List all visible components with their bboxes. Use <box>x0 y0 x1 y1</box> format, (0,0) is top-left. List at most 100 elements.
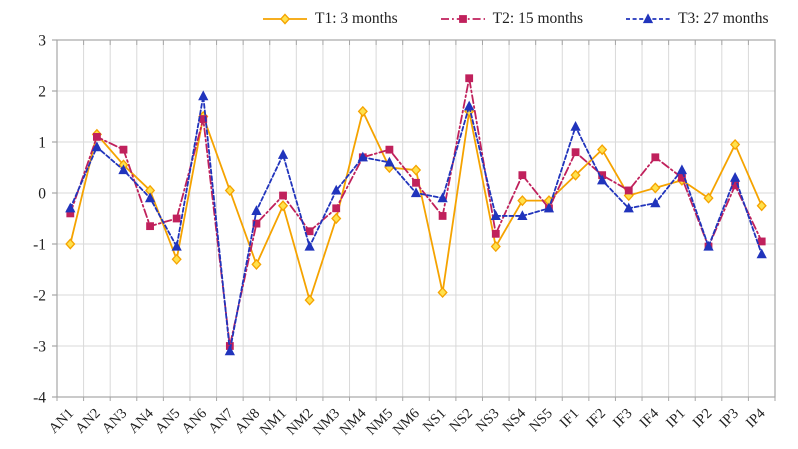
series-2-marker <box>676 164 688 175</box>
x-tick-label: NS1 <box>420 406 450 436</box>
series-1-marker <box>571 148 580 157</box>
series-2-marker <box>464 100 475 111</box>
series-0-marker <box>410 164 422 176</box>
x-tick-label: NM2 <box>283 406 316 439</box>
x-tick-label: IF3 <box>610 406 636 432</box>
series-0 <box>65 105 767 306</box>
series-2-marker <box>384 156 395 167</box>
series-2-marker <box>251 205 262 215</box>
series-1-marker <box>678 173 686 182</box>
y-tick-label: -2 <box>33 288 46 305</box>
series-2-line <box>69 95 763 353</box>
series-2-marker <box>118 164 129 175</box>
x-tick-label: AN3 <box>99 406 130 437</box>
series-2-marker <box>144 192 156 203</box>
series-2-marker <box>198 90 209 101</box>
series-0-marker <box>304 294 315 306</box>
series-2-marker <box>570 121 581 131</box>
legend-marker-sample <box>279 13 291 25</box>
series-2-marker <box>357 151 368 162</box>
x-tick-label: IF4 <box>637 405 663 431</box>
x-tick-label: NS2 <box>446 406 476 436</box>
series-2-marker <box>91 141 103 152</box>
series-1-marker <box>518 171 527 180</box>
series-2-marker <box>410 187 422 198</box>
y-tick-label: 0 <box>38 186 46 203</box>
series-2-marker <box>597 174 608 185</box>
series-1-marker <box>252 219 261 228</box>
y-tick-label: 2 <box>38 84 46 101</box>
series-2-marker <box>224 345 235 356</box>
series-1-marker <box>491 229 500 238</box>
series-2-marker <box>331 184 342 195</box>
series-1-marker <box>465 74 474 83</box>
series-0-marker <box>171 253 182 265</box>
series-0-marker <box>277 200 289 212</box>
series-1-marker <box>332 204 341 213</box>
series-2-marker <box>437 192 448 203</box>
series-2-marker <box>756 248 767 259</box>
series-group <box>65 74 767 356</box>
x-tick-label: AN2 <box>72 406 103 437</box>
series-1-marker <box>305 227 314 236</box>
legend-item-0: T1: 3 months <box>262 10 398 28</box>
series-0-marker <box>65 238 76 250</box>
series-1 <box>66 74 766 350</box>
series-0-marker <box>703 192 714 204</box>
x-tick-label: IP1 <box>663 406 689 432</box>
series-0-marker <box>570 169 581 181</box>
legend-marker-sample <box>642 13 654 24</box>
series-2-marker <box>650 197 661 208</box>
legend: T1: 3 months T2: 15 months T3: 27 months <box>262 10 769 28</box>
legend-label-0: T1: 3 months <box>315 10 398 27</box>
series-0-marker <box>357 105 368 117</box>
series-2-marker <box>490 210 501 221</box>
x-tick-label: IP4 <box>743 405 769 431</box>
y-tick-label: 1 <box>38 135 46 152</box>
x-tick-label: NM1 <box>257 406 290 439</box>
y-tick-label: -1 <box>33 237 46 254</box>
x-tick-label: AN1 <box>46 406 77 437</box>
series-2-marker <box>729 172 741 182</box>
x-tick-label: IF1 <box>557 406 583 432</box>
y-tick-label: -4 <box>33 390 46 407</box>
legend-item-1: T2: 15 months <box>440 10 583 28</box>
x-tick-label: AN5 <box>152 406 183 437</box>
series-2-marker <box>517 210 528 221</box>
series-1-marker <box>146 222 154 231</box>
x-tick-label: NM3 <box>310 406 343 439</box>
legend-label-2: T3: 27 months <box>678 10 769 27</box>
y-axis-labels: 3 2 1 0 -1 -2 -3 -4 <box>33 33 46 407</box>
x-tick-label: NS5 <box>526 406 556 436</box>
series-0-marker <box>730 138 741 151</box>
series-1-marker <box>279 191 287 200</box>
series-1-marker <box>412 178 420 187</box>
legend-marker-sample <box>458 15 467 23</box>
x-tick-label: NS3 <box>473 406 503 436</box>
legend-swatch-2 <box>626 13 671 24</box>
x-tick-label: NM6 <box>390 406 423 439</box>
series-2-marker <box>703 240 714 251</box>
series-1-marker <box>92 133 101 141</box>
series-1-marker <box>651 153 660 162</box>
series-1-marker <box>757 237 766 246</box>
series-2-marker <box>171 240 182 251</box>
x-axis-labels: AN1AN2AN3AN4AN5AN6AN7AN8NM1NM2NM3NM4NM5N… <box>46 405 769 438</box>
x-tick-label: NM5 <box>363 406 396 439</box>
series-2 <box>65 90 767 356</box>
gridlines <box>57 40 775 397</box>
series-2-marker <box>543 202 555 213</box>
series-1-marker <box>385 145 394 154</box>
series-0-marker <box>490 240 501 253</box>
series-1-marker <box>438 212 447 220</box>
y-tick-label: 3 <box>38 33 46 50</box>
series-2-marker <box>304 240 315 251</box>
series-0-marker <box>650 182 661 194</box>
series-1-marker <box>624 186 633 195</box>
x-tick-label: IP3 <box>716 406 742 432</box>
series-0-marker <box>331 212 342 225</box>
series-0-marker <box>597 144 608 156</box>
series-2-marker <box>65 202 76 213</box>
